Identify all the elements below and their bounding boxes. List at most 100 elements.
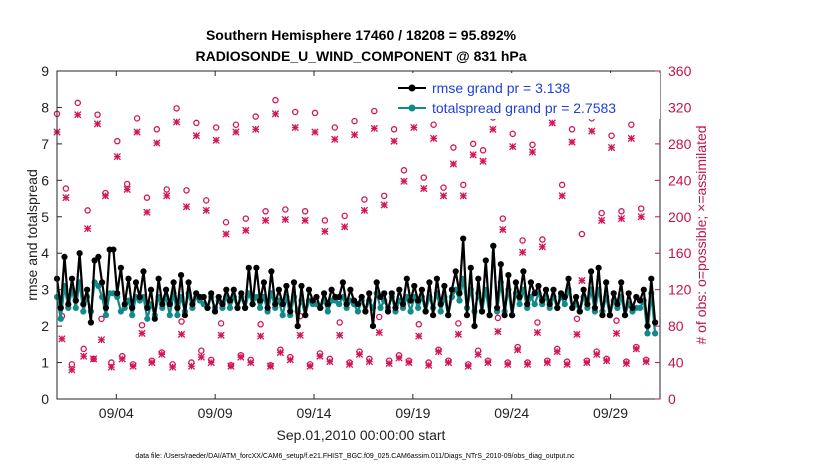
obs-possible-point [479, 147, 487, 154]
x-tick-label: 09/04 [99, 405, 134, 421]
obs-assimilated-point [222, 230, 230, 238]
rmse-point [132, 279, 140, 286]
obs-assimilated-point [637, 213, 645, 221]
spread-point [377, 304, 384, 311]
obs-possible-point [519, 237, 526, 244]
rmse-point [433, 275, 440, 282]
obs-possible-point [114, 137, 121, 145]
rmse-point [114, 290, 121, 297]
y2-tick-label: 240 [668, 172, 692, 188]
rmse-point [181, 312, 188, 319]
obs-possible-point [608, 132, 615, 139]
spread-point [407, 308, 414, 315]
data-file-footnote: data file: /Users/raeder/DAI/ATM_forcXX/… [135, 453, 575, 460]
rmse-point [512, 279, 520, 286]
rmse-point [542, 286, 550, 293]
obs-assimilated-point [197, 353, 205, 361]
obs-assimilated-point [518, 248, 527, 256]
obs-possible-point [212, 124, 220, 131]
spread-point [279, 312, 286, 319]
rmse-point [287, 308, 294, 315]
obs-assimilated-point [415, 332, 423, 340]
rmse-point [264, 304, 271, 311]
rmse-point [399, 301, 407, 308]
obs-possible-point [242, 215, 250, 222]
rmse-point [576, 308, 583, 315]
obs-assimilated-point [172, 118, 181, 126]
rmse-point [501, 312, 508, 319]
obs-possible-point [534, 319, 541, 326]
obs-assimilated-point [163, 192, 171, 200]
spread-point [437, 308, 444, 315]
obs-assimilated-point [578, 276, 586, 285]
spread-point [102, 312, 109, 319]
y-tick-label: 4 [41, 245, 49, 261]
obs-assimilated-point [489, 125, 497, 133]
obs-assimilated-point [627, 134, 635, 143]
rmse-point [208, 290, 215, 297]
obs-possible-point [376, 313, 383, 321]
rmse-point [283, 282, 290, 290]
rmse-point [482, 257, 489, 264]
rmse-point [463, 312, 471, 319]
obs-possible-point [420, 174, 427, 181]
rmse-point [245, 264, 252, 271]
y-tick-label: 1 [41, 355, 49, 371]
rmse-point [648, 275, 655, 282]
rmse-point [80, 301, 87, 308]
rmse-point [87, 319, 94, 326]
rmse-point [595, 264, 602, 271]
y-tick-label: 0 [41, 391, 49, 407]
rmse-point [437, 301, 444, 308]
obs-assimilated-point [425, 361, 433, 369]
rmse-point [136, 293, 143, 301]
obs-assimilated-point [345, 360, 354, 369]
obs-assimilated-point [153, 139, 161, 147]
rmse-point [524, 301, 531, 308]
obs-assimilated-point [420, 184, 428, 193]
obs-possible-point [568, 126, 576, 133]
y-tick-label: 5 [41, 209, 49, 225]
obs-possible-point [262, 208, 269, 215]
rmse-point [151, 315, 158, 322]
rmse-point [550, 286, 557, 293]
obs-assimilated-point [538, 243, 547, 251]
rmse-point [527, 279, 535, 286]
obs-assimilated-point [118, 355, 126, 363]
legend-box [393, 73, 660, 119]
rmse-point [426, 279, 433, 286]
rmse-point [475, 275, 482, 282]
rmse-point [223, 286, 230, 293]
obs-assimilated-point [469, 151, 477, 159]
rmse-point [471, 323, 478, 330]
rmse-point [155, 275, 162, 282]
rmse-point [456, 290, 463, 297]
rmse-point [569, 304, 576, 311]
rmse-point [418, 286, 425, 293]
obs-assimilated-point [138, 329, 146, 338]
rmse-point [129, 304, 136, 311]
obs-possible-point [138, 321, 146, 329]
obs-assimilated-point [370, 124, 378, 133]
y-tick-label: 6 [41, 172, 49, 188]
obs-assimilated-point [232, 128, 240, 136]
obs-possible-point [430, 121, 437, 129]
rmse-point [178, 272, 185, 279]
spread-point [166, 312, 173, 319]
obs-possible-point [252, 113, 259, 120]
obs-possible-point [203, 197, 210, 204]
obs-assimilated-point [593, 350, 601, 359]
obs-assimilated-point [563, 360, 571, 369]
rmse-point [125, 275, 132, 282]
rmse-point [407, 297, 414, 304]
obs-count-layer [53, 96, 650, 374]
obs-possible-point [257, 321, 264, 328]
obs-possible-point [509, 130, 516, 138]
rmse-point [211, 308, 219, 315]
rmse-point [629, 304, 636, 311]
legend: rmse grand pr = 3.138 totalspread grand … [393, 73, 660, 119]
rmse-point [618, 279, 625, 286]
obs-assimilated-point [266, 362, 275, 370]
obs-possible-point [80, 345, 87, 353]
obs-assimilated-point [247, 358, 255, 367]
